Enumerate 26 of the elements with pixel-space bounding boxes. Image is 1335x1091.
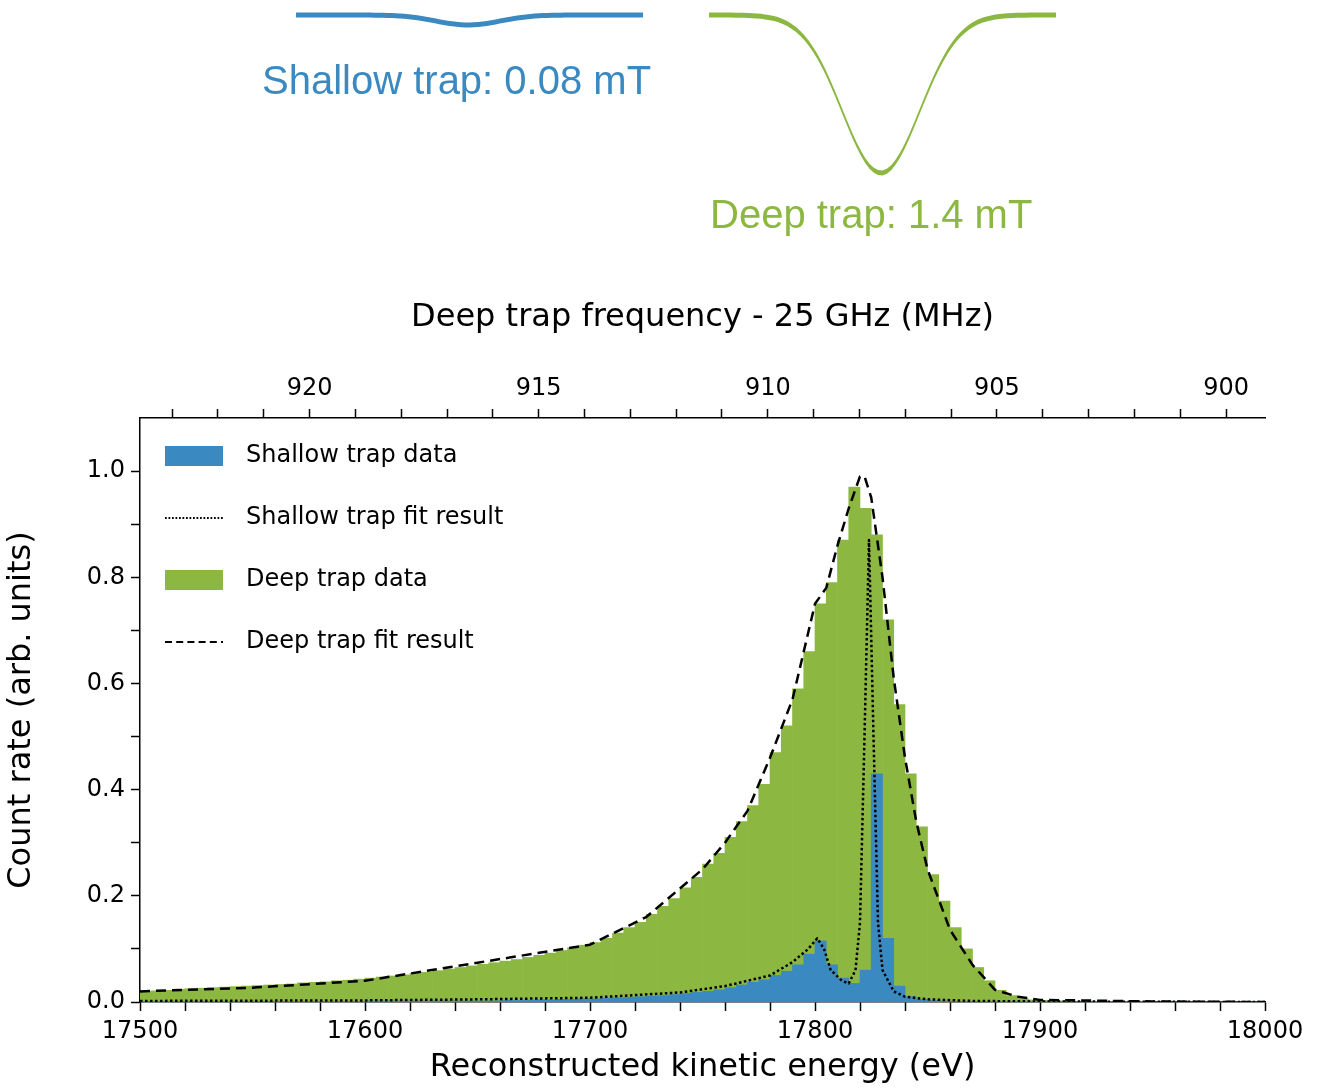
legend-label: Shallow trap data [246,440,458,469]
y-tick-label: 1.0 [86,455,125,484]
legend-label: Deep trap fit result [246,626,474,655]
y-tick-label: 0.6 [86,667,125,696]
text: Shallow trap: 0.08 mT [262,58,652,103]
x-tick-label: 17800 [776,1015,854,1044]
text: Deep trap: 1.4 mT [710,192,1033,237]
x-tick-label: 18000 [1226,1015,1304,1044]
x2-tick-label: 920 [286,372,333,401]
x-tick-label: 17500 [101,1015,179,1044]
x-tick-label: 17600 [326,1015,404,1044]
legend-label: Shallow trap fit result [246,502,504,531]
y-tick-label: 0.8 [86,561,125,590]
x2-tick-label: 910 [744,372,791,401]
x2-tick-label: 905 [974,372,1020,401]
x-axis-title: Reconstructed kinetic energy (eV) [429,1046,976,1085]
y-axis-title: Count rate (arb. units) [0,531,38,889]
legend-label: Deep trap data [246,564,428,593]
x2-axis-title: Deep trap frequency - 25 GHz (MHz) [411,295,994,334]
x2-tick-label: 900 [1203,372,1249,401]
y-tick-label: 0.2 [86,880,125,909]
x-tick-label: 17700 [551,1015,629,1044]
y-tick-label: 0.4 [86,773,125,802]
y-tick-label: 0.0 [86,986,125,1015]
x-tick-label: 17900 [1001,1015,1079,1044]
x2-tick-label: 915 [515,372,562,401]
